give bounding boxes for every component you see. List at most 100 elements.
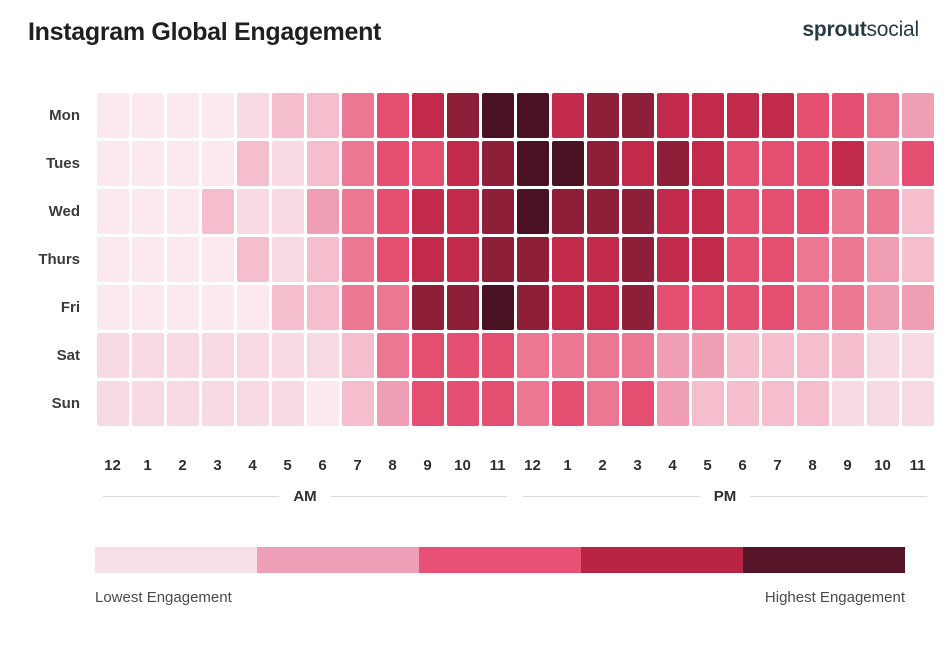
heatmap-cell [481,332,514,378]
hour-label: 12 [104,457,121,474]
heatmap-cell [166,140,199,186]
heatmap-cell [446,332,479,378]
heatmap-row: Sun [28,379,935,427]
heatmap-cell [551,284,584,330]
heatmap-cell [901,140,934,186]
heatmap-cell [376,236,409,282]
heatmap-cell [201,92,234,138]
heatmap-cell [306,188,339,234]
heatmap-cell [656,92,689,138]
heatmap-cell [621,140,654,186]
heatmap-cell [201,188,234,234]
legend-low-label: Lowest Engagement [95,589,232,606]
legend-segment [581,547,743,573]
heatmap-cell [131,92,164,138]
pm-left-line [523,496,700,497]
heatmap-row-cells [95,139,935,187]
heatmap-cell [901,188,934,234]
heatmap-row-cells [95,331,935,379]
heatmap-row: Fri [28,283,935,331]
heatmap-cell [831,92,864,138]
heatmap-cell [691,332,724,378]
hour-label: 12 [524,457,541,474]
heatmap-cell [411,188,444,234]
heatmap-cell [131,380,164,426]
pm-right-line [750,496,927,497]
heatmap-cell [96,92,129,138]
heatmap-cell [691,140,724,186]
heatmap-cell [446,188,479,234]
heatmap-grid: Mon Tues Wed Thurs Fri Sat Sun [28,91,935,427]
heatmap-cell [96,380,129,426]
heatmap-cell [586,236,619,282]
heatmap-cell [831,188,864,234]
am-right-line [330,496,508,497]
heatmap-cell [341,332,374,378]
heatmap-cell [831,380,864,426]
hour-label: 7 [353,457,362,474]
day-label: Tues [46,154,80,172]
heatmap-cell [306,380,339,426]
hour-label: 6 [318,457,327,474]
hour-label: 1 [143,457,152,474]
heatmap-cell [691,188,724,234]
heatmap-row: Tues [28,139,935,187]
heatmap-cell [691,284,724,330]
heatmap-cell [131,236,164,282]
hour-label: 2 [598,457,607,474]
heatmap-cell [481,284,514,330]
heatmap-cell [866,92,899,138]
heatmap-cell [796,140,829,186]
heatmap-cell [166,236,199,282]
legend-segment [95,547,257,573]
hour-axis-labels: 12 1 2 3 4 5 6 7 8 9 10 11 12 1 2 3 4 5 6 7 8 9 10 11 [95,457,935,474]
heatmap-cell [166,92,199,138]
heatmap-cell [586,332,619,378]
heatmap-cell [726,236,759,282]
heatmap-cell [656,236,689,282]
heatmap-cell [691,92,724,138]
sproutsocial-logo: sproutsocial [802,18,919,42]
heatmap-cell [236,188,269,234]
heatmap-cell [831,236,864,282]
heatmap-cell [201,284,234,330]
heatmap-cell [761,188,794,234]
heatmap-cell [866,380,899,426]
heatmap-cell [131,332,164,378]
heatmap-cell [866,284,899,330]
heatmap-cell [271,188,304,234]
heatmap-cell [621,188,654,234]
heatmap-cell [481,92,514,138]
heatmap-cell [761,236,794,282]
heatmap-cell [411,380,444,426]
heatmap-cell [761,92,794,138]
heatmap-cell [201,332,234,378]
heatmap-cell [131,284,164,330]
heatmap-cell [761,140,794,186]
hour-label: 6 [738,457,747,474]
heatmap-cell [411,284,444,330]
heatmap-cell [621,284,654,330]
heatmap-cell [96,188,129,234]
pm-section: PM [515,488,935,505]
heatmap-cell [446,140,479,186]
heatmap-cell [901,284,934,330]
day-label: Fri [60,298,80,316]
heatmap-cell [166,332,199,378]
heatmap-cell [446,284,479,330]
heatmap-cell [901,332,934,378]
hour-label: 2 [178,457,187,474]
heatmap-cell [271,332,304,378]
heatmap-cell [376,92,409,138]
heatmap-cell [236,380,269,426]
heatmap-cell [446,380,479,426]
heatmap-cell [796,236,829,282]
hour-label: 3 [213,457,222,474]
day-label: Thurs [38,250,80,268]
heatmap-cell [656,332,689,378]
heatmap-cell [236,332,269,378]
heatmap-cell [341,236,374,282]
heatmap-cell [726,380,759,426]
heatmap-cell [481,236,514,282]
